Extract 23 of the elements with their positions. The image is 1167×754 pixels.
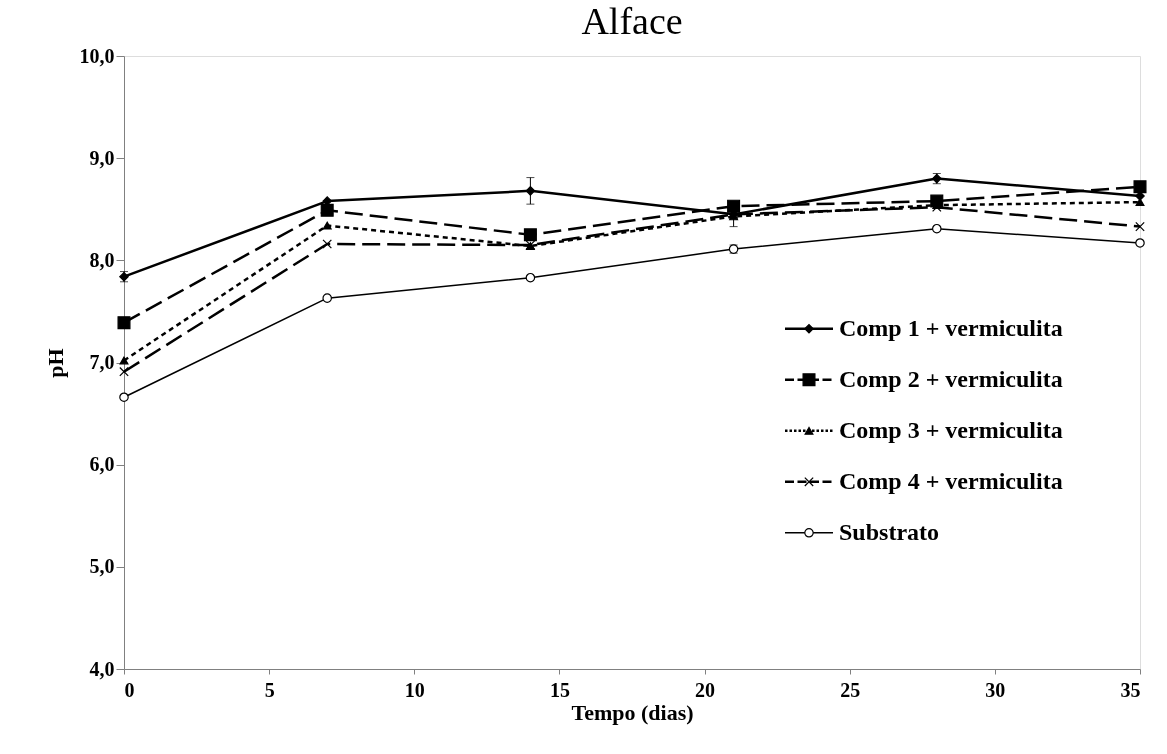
x-axis-title: Tempo (dias) — [571, 699, 694, 725]
legend-label: Comp 3 + vermiculita — [839, 416, 1063, 443]
legend-label: Comp 2 + vermiculita — [839, 365, 1063, 392]
y-tick-label: 5,0 — [89, 555, 115, 578]
y-axis-title: pH — [42, 348, 68, 378]
x-tick-label: 10 — [404, 678, 425, 701]
legend-label: Comp 4 + vermiculita — [839, 467, 1063, 494]
x-tick-label: 30 — [985, 678, 1006, 701]
chart-title: Alface — [581, 0, 683, 42]
legend-label: Substrato — [839, 518, 940, 545]
x-tick-label: 25 — [840, 678, 861, 701]
x-tick-label: 15 — [549, 678, 570, 701]
legend-label: Comp 1 + vermiculita — [839, 314, 1063, 341]
x-tick-label: 20 — [695, 678, 716, 701]
y-tick-label: 7,0 — [89, 351, 115, 373]
x-tick-label: 5 — [264, 678, 275, 701]
y-tick-label: 9,0 — [89, 146, 115, 169]
y-tick-label: 8,0 — [89, 248, 115, 271]
y-tick-label: 6,0 — [89, 453, 115, 476]
y-tick-label: 4,0 — [89, 657, 115, 680]
x-tick-label: 0 — [124, 678, 135, 701]
x-tick-label: 35 — [1120, 678, 1141, 701]
y-tick-label: 10,0 — [79, 44, 115, 67]
